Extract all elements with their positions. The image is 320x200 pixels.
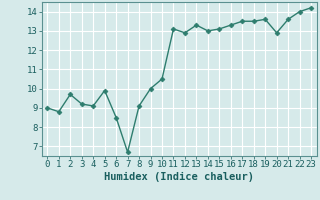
X-axis label: Humidex (Indice chaleur): Humidex (Indice chaleur) [104,172,254,182]
